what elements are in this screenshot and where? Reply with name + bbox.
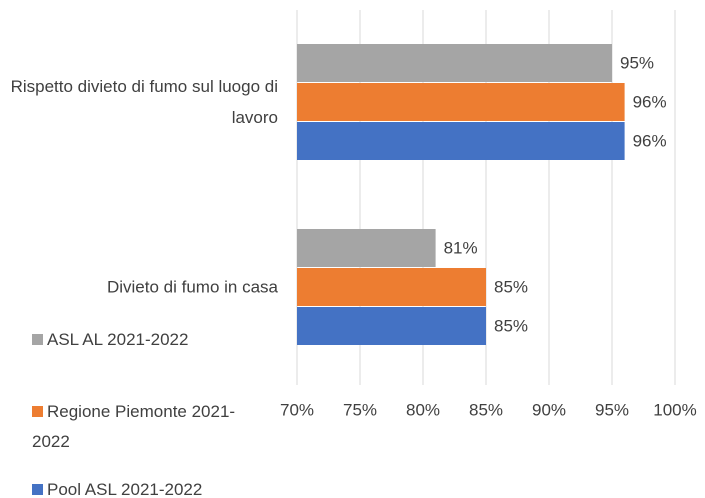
- legend-entry: ASL AL 2021-2022: [32, 325, 262, 355]
- value-label: 96%: [633, 92, 667, 111]
- bar: [297, 229, 436, 267]
- x-tick-label: 95%: [595, 400, 629, 419]
- legend-entry: Regione Piemonte 2021-2022: [32, 397, 262, 457]
- value-label: 85%: [494, 316, 528, 335]
- legend-swatch: [32, 484, 43, 495]
- category-label: Divieto di fumo in casa: [106, 277, 278, 297]
- x-tick-label: 85%: [469, 400, 503, 419]
- value-label: 85%: [494, 277, 528, 296]
- bar: [297, 122, 625, 160]
- bar: [297, 268, 486, 306]
- legend-label: ASL AL 2021-2022: [47, 330, 189, 349]
- x-tick-label: 100%: [653, 400, 696, 419]
- x-tick-label: 70%: [280, 400, 314, 419]
- x-tick-label: 80%: [406, 400, 440, 419]
- legend-swatch: [32, 406, 43, 417]
- bar: [297, 44, 612, 82]
- legend-label: Regione Piemonte 2021-2022: [32, 402, 236, 451]
- x-tick-label: 90%: [532, 400, 566, 419]
- bar: [297, 83, 625, 121]
- legend-swatch: [32, 334, 43, 345]
- legend-label: Pool ASL 2021-2022: [47, 480, 203, 498]
- value-label: 95%: [620, 53, 654, 72]
- x-tick-label: 75%: [343, 400, 377, 419]
- value-label: 96%: [633, 131, 667, 150]
- value-label: 81%: [444, 238, 478, 257]
- legend-entry: Pool ASL 2021-2022: [32, 475, 262, 498]
- category-label: Rispetto divieto di fumo sul luogo di la…: [10, 77, 278, 127]
- bar: [297, 307, 486, 345]
